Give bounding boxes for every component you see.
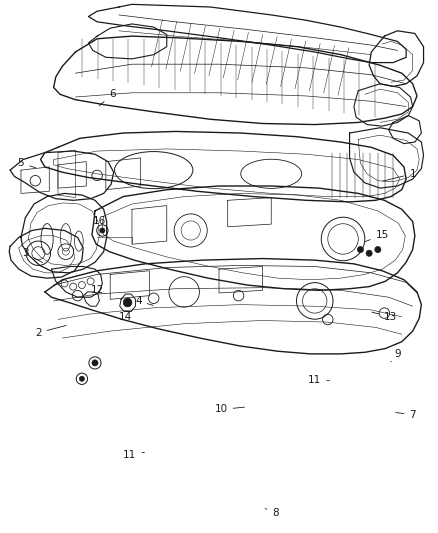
Text: 4: 4 [135, 296, 153, 306]
Text: 6: 6 [99, 90, 116, 106]
Text: 14: 14 [119, 306, 132, 322]
Text: 7: 7 [396, 410, 416, 420]
Text: 16: 16 [93, 216, 106, 229]
Text: 3: 3 [22, 248, 42, 263]
Text: 2: 2 [35, 326, 66, 338]
Circle shape [123, 298, 132, 307]
Text: 1: 1 [383, 169, 416, 181]
Text: 11: 11 [308, 375, 329, 385]
Text: 13: 13 [372, 312, 398, 322]
Circle shape [357, 246, 364, 253]
Text: 11: 11 [123, 449, 145, 459]
Text: 5: 5 [18, 158, 36, 168]
Circle shape [79, 376, 85, 382]
Circle shape [92, 360, 98, 366]
Text: 9: 9 [391, 349, 401, 362]
Circle shape [375, 246, 381, 253]
Circle shape [366, 250, 372, 256]
Text: 12: 12 [85, 285, 104, 295]
Text: 8: 8 [265, 508, 279, 518]
Circle shape [100, 228, 105, 233]
Text: 15: 15 [365, 230, 389, 241]
Text: 10: 10 [215, 405, 244, 415]
